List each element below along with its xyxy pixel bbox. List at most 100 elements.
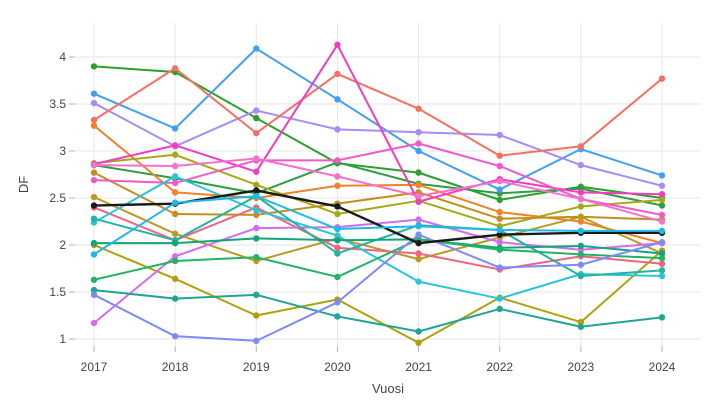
data-point-salmon-2022[interactable] xyxy=(496,152,503,159)
data-point-teal-2-2023[interactable] xyxy=(577,323,585,330)
data-point-goldenrod-2019[interactable] xyxy=(253,211,260,219)
data-point-teal-1-2024[interactable] xyxy=(658,267,666,274)
data-point-cyan-2-2019[interactable] xyxy=(253,207,260,214)
data-point-sea-green-2017[interactable] xyxy=(90,239,98,247)
data-point-pink-2019[interactable] xyxy=(253,155,260,162)
data-point-pink-2020[interactable] xyxy=(334,173,341,180)
data-point-periwinkle-2019[interactable] xyxy=(253,337,260,345)
data-point-salmon-2018[interactable] xyxy=(171,65,179,72)
data-point-orchid-2019[interactable] xyxy=(253,224,260,232)
data-point-teal-1-2020[interactable] xyxy=(334,250,341,257)
data-point-pink-magenta-2024[interactable] xyxy=(658,211,666,219)
data-point-blue-2024[interactable] xyxy=(658,172,666,179)
data-point-forest-green-2019[interactable] xyxy=(253,114,260,122)
data-point-salmon-2017[interactable] xyxy=(90,116,98,124)
data-point-pink-2021[interactable] xyxy=(415,192,422,200)
data-point-salmon-2024[interactable] xyxy=(658,75,666,82)
data-point-cyan-1-2022[interactable] xyxy=(496,226,503,234)
data-point-blue-2019[interactable] xyxy=(253,45,260,52)
data-point-goldenrod-2017[interactable] xyxy=(90,169,98,176)
data-point-olive-2023[interactable] xyxy=(577,203,585,210)
data-point-magenta-2023[interactable] xyxy=(577,189,585,196)
data-point-teal-2-2020[interactable] xyxy=(334,313,341,320)
data-point-cyan-1-2020[interactable] xyxy=(334,225,341,233)
data-point-magenta-2020[interactable] xyxy=(334,41,341,48)
data-point-orange-2020[interactable] xyxy=(334,182,341,189)
data-point-teal-2-2018[interactable] xyxy=(171,295,179,302)
data-point-orange-2022[interactable] xyxy=(496,208,503,216)
data-point-dark-goldenrod-2021[interactable] xyxy=(415,255,422,263)
data-point-dark-goldenrod-2023[interactable] xyxy=(577,213,585,220)
data-point-pink-2022[interactable] xyxy=(496,177,503,185)
data-point-dark-yellow-2023[interactable] xyxy=(577,318,585,326)
data-point-teal-1-2017[interactable] xyxy=(90,215,98,222)
data-point-cyan-2-2020[interactable] xyxy=(334,232,341,239)
data-point-olive-2019[interactable] xyxy=(253,181,260,189)
data-point-lavender-2024[interactable] xyxy=(658,182,666,189)
data-point-sea-green-2024[interactable] xyxy=(658,250,666,257)
data-point-lavender-2021[interactable] xyxy=(415,129,422,136)
data-point-pink-magenta-2020[interactable] xyxy=(334,157,341,164)
data-point-forest-green-2017[interactable] xyxy=(90,63,98,70)
data-point-orchid-2017[interactable] xyxy=(90,319,98,327)
data-point-orchid-2022[interactable] xyxy=(496,238,503,246)
data-point-salmon-2021[interactable] xyxy=(415,105,422,112)
data-point-pink-magenta-2018[interactable] xyxy=(171,179,179,187)
data-point-black-mean-2019[interactable] xyxy=(253,187,260,194)
data-point-pink-magenta-2021[interactable] xyxy=(415,140,422,147)
data-point-periwinkle-2022[interactable] xyxy=(496,264,503,271)
data-point-blue-2022[interactable] xyxy=(496,186,503,193)
data-point-goldenrod-2022[interactable] xyxy=(496,215,503,222)
data-point-cyan-1-2018[interactable] xyxy=(171,199,179,206)
data-point-emerald-2022[interactable] xyxy=(496,246,503,253)
data-point-orange-2023[interactable] xyxy=(577,218,585,225)
data-point-crimson-pink-2021[interactable] xyxy=(415,250,422,257)
data-point-cyan-1-2023[interactable] xyxy=(577,227,585,235)
data-point-black-mean-2021[interactable] xyxy=(415,239,422,247)
data-point-olive-2018[interactable] xyxy=(171,151,179,158)
data-point-sea-green-2019[interactable] xyxy=(253,235,260,242)
data-point-salmon-2019[interactable] xyxy=(253,129,260,137)
data-point-lavender-2017[interactable] xyxy=(90,99,98,107)
data-point-emerald-2017[interactable] xyxy=(90,276,98,283)
data-point-orchid-2021[interactable] xyxy=(415,216,422,223)
data-point-black-mean-2017[interactable] xyxy=(90,202,98,209)
data-point-sea-green-2020[interactable] xyxy=(334,237,341,244)
data-point-salmon-2020[interactable] xyxy=(334,70,341,78)
data-point-sea-green-2018[interactable] xyxy=(171,239,179,247)
data-point-magenta-2024[interactable] xyxy=(658,191,666,198)
data-point-crimson-pink-2024[interactable] xyxy=(658,260,666,267)
data-point-dark-goldenrod-2017[interactable] xyxy=(90,193,98,201)
data-point-crimson-pink-2020[interactable] xyxy=(334,244,341,252)
data-point-dark-yellow-2019[interactable] xyxy=(253,312,260,319)
data-point-cyan-1-2017[interactable] xyxy=(90,251,98,258)
data-point-blue-2017[interactable] xyxy=(90,90,98,97)
data-point-sea-green-2023[interactable] xyxy=(577,242,585,250)
data-point-goldenrod-2018[interactable] xyxy=(171,210,179,218)
data-point-blue-2018[interactable] xyxy=(171,125,179,132)
data-point-olive-2024[interactable] xyxy=(658,196,666,204)
data-point-orange-2021[interactable] xyxy=(415,181,422,189)
data-point-forest-green-2021[interactable] xyxy=(415,169,422,176)
data-point-periwinkle-2023[interactable] xyxy=(577,261,585,268)
data-point-magenta-2018[interactable] xyxy=(171,142,179,149)
data-point-pink-magenta-2017[interactable] xyxy=(90,176,98,184)
data-point-emerald-2019[interactable] xyxy=(253,254,260,261)
data-point-salmon-2023[interactable] xyxy=(577,143,585,150)
data-point-pink-magenta-2022[interactable] xyxy=(496,162,503,170)
data-point-cyan-1-2021[interactable] xyxy=(415,223,422,230)
data-point-emerald-2023[interactable] xyxy=(577,251,585,258)
data-point-teal-2-2017[interactable] xyxy=(90,286,98,294)
data-point-black-mean-2022[interactable] xyxy=(496,231,503,238)
data-point-pink-2023[interactable] xyxy=(577,195,585,203)
data-point-teal-2-2024[interactable] xyxy=(658,314,666,321)
data-point-dark-goldenrod-2018[interactable] xyxy=(171,230,179,237)
data-point-pink-2017[interactable] xyxy=(90,161,98,169)
data-point-black-mean-2020[interactable] xyxy=(334,203,341,210)
data-point-magenta-2019[interactable] xyxy=(253,168,260,175)
data-point-magenta-2021[interactable] xyxy=(415,198,422,205)
data-point-teal-1-2023[interactable] xyxy=(577,272,585,280)
data-point-lavender-2023[interactable] xyxy=(577,161,585,169)
data-point-emerald-2020[interactable] xyxy=(334,273,341,281)
data-point-cyan-1-2019[interactable] xyxy=(253,192,260,200)
